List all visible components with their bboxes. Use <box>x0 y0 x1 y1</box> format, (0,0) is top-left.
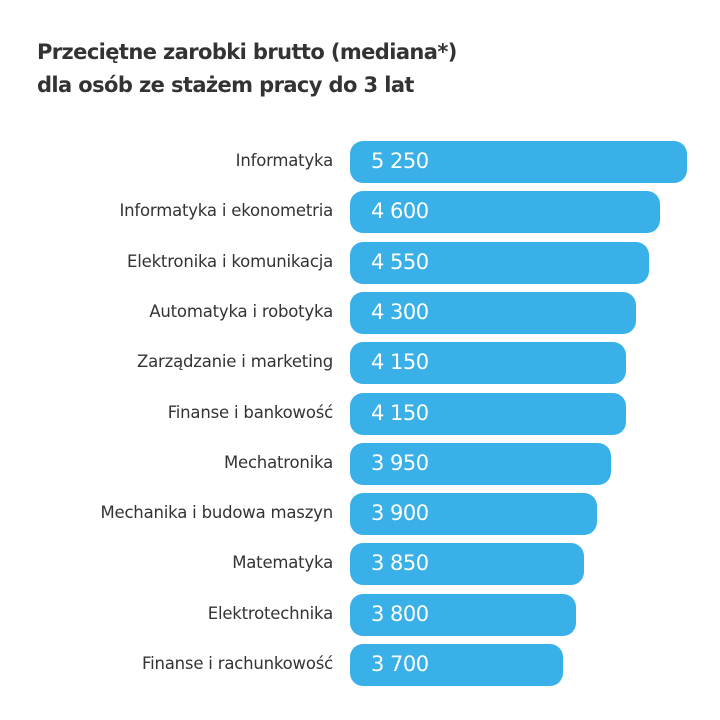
value-label: 4 150 <box>371 400 429 425</box>
category-label: Mechanika i budowa maszyn <box>100 503 333 523</box>
bar-row: Finanse i rachunkowość 3 700 <box>0 644 720 686</box>
value-label: 3 950 <box>371 450 429 475</box>
bar: 3 900 <box>350 493 597 536</box>
bar-row: Informatyka 5 250 <box>0 141 720 183</box>
category-label: Finanse i bankowość <box>167 402 333 422</box>
value-label: 5 250 <box>371 149 429 173</box>
value-label: 3 800 <box>371 601 429 626</box>
title-line-2: dla osób ze stażem pracy do 3 lat <box>37 73 414 97</box>
bar-row: Elektrotechnika 3 800 <box>0 593 720 636</box>
value-label: 4 600 <box>371 199 429 224</box>
bar-row: Zarządzanie i marketing 4 150 <box>0 342 720 385</box>
bar: 4 600 <box>350 191 660 234</box>
bar-row: Elektronika i komunikacja 4 550 <box>0 241 720 284</box>
category-label: Elektrotechnika <box>207 603 333 623</box>
bar: 4 300 <box>350 291 636 334</box>
bar-row: Mechanika i budowa maszyn 3 900 <box>0 493 720 536</box>
bar-row: Automatyka i robotyka 4 300 <box>0 291 720 334</box>
bar-row: Mechatronika 3 950 <box>0 442 720 485</box>
bar: 4 550 <box>350 241 649 284</box>
category-label: Mechatronika <box>223 452 333 472</box>
value-label: 3 700 <box>371 652 429 676</box>
value-label: 3 900 <box>371 501 429 526</box>
value-label: 4 300 <box>371 299 429 324</box>
value-label: 4 150 <box>371 350 429 375</box>
bar: 5 250 <box>350 141 687 183</box>
category-label: Automatyka i robotyka <box>149 301 333 321</box>
bar-row: Matematyka 3 850 <box>0 543 720 586</box>
category-label: Elektronika i komunikacja <box>127 251 333 271</box>
category-label: Zarządzanie i marketing <box>137 352 333 372</box>
bar: 4 150 <box>350 342 626 385</box>
value-label: 4 550 <box>371 249 429 274</box>
bar: 3 800 <box>350 593 576 636</box>
bar: 3 700 <box>350 644 563 686</box>
bar: 3 850 <box>350 543 584 586</box>
bar-row: Informatyka i ekonometria 4 600 <box>0 191 720 234</box>
bar-row: Finanse i bankowość 4 150 <box>0 392 720 435</box>
category-label: Informatyka i ekonometria <box>119 201 333 221</box>
bar: 3 950 <box>350 442 611 485</box>
chart-title: Przeciętne zarobki brutto (mediana*) dla… <box>37 36 457 102</box>
category-label: Informatyka <box>235 151 334 170</box>
bar: 4 150 <box>350 392 626 435</box>
value-label: 3 850 <box>371 551 429 576</box>
category-label: Matematyka <box>232 553 333 573</box>
title-line-1: Przeciętne zarobki brutto (mediana*) <box>37 40 457 64</box>
category-label: Finanse i rachunkowość <box>142 654 333 673</box>
